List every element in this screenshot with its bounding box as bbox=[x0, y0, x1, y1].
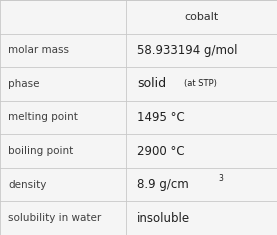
Text: phase: phase bbox=[8, 79, 40, 89]
Text: solid: solid bbox=[137, 77, 166, 90]
Text: molar mass: molar mass bbox=[8, 45, 69, 55]
Text: 8.9 g/cm: 8.9 g/cm bbox=[137, 178, 189, 191]
Bar bbox=[126, 101, 277, 134]
Bar bbox=[126, 34, 277, 67]
Text: melting point: melting point bbox=[8, 113, 78, 122]
Text: 2900 °C: 2900 °C bbox=[137, 145, 185, 158]
Text: (at STP): (at STP) bbox=[184, 79, 217, 88]
Text: 58.933194 g/mol: 58.933194 g/mol bbox=[137, 44, 238, 57]
Text: cobalt: cobalt bbox=[184, 12, 219, 22]
Text: density: density bbox=[8, 180, 47, 190]
Bar bbox=[0, 201, 126, 235]
Bar bbox=[0, 0, 126, 34]
Bar bbox=[126, 168, 277, 201]
Text: boiling point: boiling point bbox=[8, 146, 74, 156]
Text: solubility in water: solubility in water bbox=[8, 213, 102, 223]
Bar bbox=[126, 201, 277, 235]
Bar bbox=[126, 0, 277, 34]
Text: 3: 3 bbox=[219, 174, 224, 183]
Bar bbox=[0, 101, 126, 134]
Bar bbox=[126, 67, 277, 101]
Bar bbox=[0, 67, 126, 101]
Bar bbox=[0, 134, 126, 168]
Text: insoluble: insoluble bbox=[137, 212, 190, 225]
Bar bbox=[0, 34, 126, 67]
Bar bbox=[126, 134, 277, 168]
Bar bbox=[0, 168, 126, 201]
Text: 1495 °C: 1495 °C bbox=[137, 111, 185, 124]
